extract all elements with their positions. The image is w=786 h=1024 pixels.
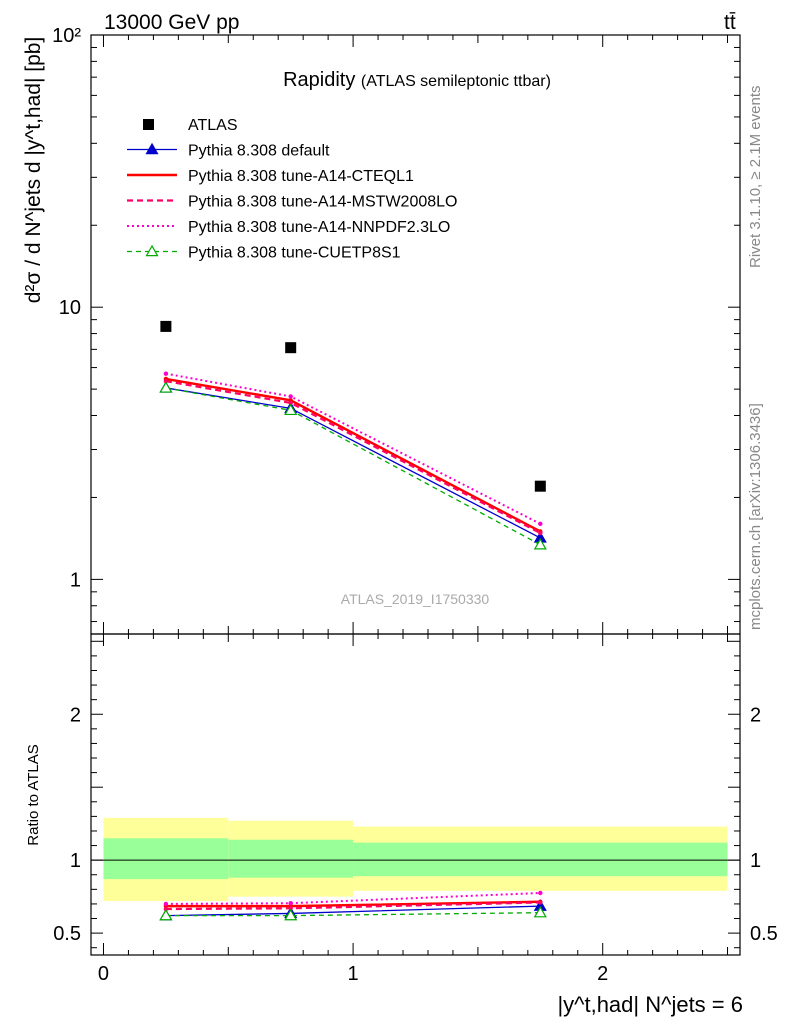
main-point-nnpdf-2 [538,521,543,527]
main-point-data-1 [285,342,297,354]
x-tick-label: 1 [348,963,359,985]
main-y-tick-label: 10² [52,25,81,47]
final-state-label: tt̄ [724,11,736,34]
ratio-point-nnpdf-2 [538,890,543,896]
legend-marker-default [145,142,159,155]
ratio-point-cuetp8s1-1 [284,908,298,921]
x-tick-label: 2 [597,963,608,985]
main-series-line-default [165,387,541,539]
ratio-uncertainty-bands [91,817,740,902]
main-panel-frame: 1 10 10² [52,25,741,635]
main-series-line-cuetp8s1 [165,387,541,546]
legend-label-cuetp8s1: Pythia 8.308 tune-CUETP8S1 [188,245,401,262]
main-point-mstw-2 [538,530,543,536]
ratio-point-nnpdf-1 [288,901,293,906]
main-point-mstw-0 [163,378,169,384]
main-y-tick-label: 10 [59,297,81,319]
ratio-series-line-cuetp8s1 [165,912,541,917]
plot-title: Rapidity (ATLAS semileptonic ttbar) [283,69,551,91]
ratio-point-nnpdf-0 [163,901,169,907]
process-label: 13000 GeV pp [104,11,239,34]
main-series-line-mstw [165,380,541,535]
ratio-point-mstw-1 [288,906,293,911]
main-point-cuetp8s1-1 [284,403,298,416]
plot-title-sub: (ATLAS semileptonic ttbar) [361,73,551,90]
x-axis-label: |y^t,had| N^jets = 6 [557,992,743,1017]
main-point-data-0 [160,320,172,332]
legend: ATLAS Pythia 8.308 default Pythia 8.308 tu… [127,117,457,262]
legend-label-nnpdf: Pythia 8.308 tune-A14-NNPDF2.3LO [188,219,450,236]
main-point-data-2 [534,480,546,492]
ratio-point-cuetp8s1-0 [159,908,173,921]
main-y-axis-label-text: d²σ / d N^jets d |y^t,had| [pb] [22,37,45,304]
main-point-nnpdf-0 [163,371,169,376]
main-y-axis-label: d²σ / d N^jets d |y^t,had| [pb] [22,37,45,304]
ratio-y-axis-label: Ratio to ATLAS [25,744,42,845]
ratio-y-tick-label-right: 1 [750,850,761,872]
legend-marker-data [143,119,154,130]
main-point-cuetp8s1-2 [533,538,547,550]
ratio-y-tick-label-right: 0.5 [750,923,778,945]
ratio-point-cuetp8s1-2 [533,905,547,918]
ratio-panel-frame: 0.5 0.5 1 1 2 2 0 1 2 [53,633,778,985]
rivet-label: Rivet 3.1.10, ≥ 2.1M events [747,86,764,269]
legend-label-default: Pythia 8.308 default [188,143,330,160]
main-point-mstw-1 [288,400,293,406]
legend-label-data: ATLAS [188,117,238,134]
ratio-series-line-nnpdf [165,891,541,905]
ratio-y-tick-label-right: 2 [750,704,761,726]
ratio-point-mstw-2 [538,900,543,905]
x-tick-label: 0 [98,963,109,985]
ratio-frame-rect [90,633,741,956]
main-point-nnpdf-1 [288,394,293,399]
ratio-band-inner-2 [353,842,728,877]
ratio-series-line-default [165,905,541,917]
ratio-y-tick-label-left: 1 [70,850,81,872]
ratio-series-group [159,890,547,921]
legend-marker-cuetp8s1 [145,244,159,257]
plot-title-main: Rapidity [283,69,355,91]
main-point-cuetp8s1-0 [159,381,173,393]
ratio-y-tick-label-left: 0.5 [53,923,81,945]
ratio-y-tick-label-left: 2 [70,704,81,726]
ratio-band-inner-0 [103,838,229,880]
mcplots-label: mcplots.cern.ch [arXiv:1306.3436] [747,403,764,630]
ratio-band-inner-1 [228,839,354,878]
main-y-tick-label: 1 [70,569,81,591]
analysis-id: ATLAS_2019_I1750330 [341,591,490,607]
legend-label-cteql1: Pythia 8.308 tune-A14-CTEQL1 [188,168,414,185]
legend-label-mstw: Pythia 8.308 tune-A14-MSTW2008LO [188,194,457,211]
main-series-group [159,320,547,550]
